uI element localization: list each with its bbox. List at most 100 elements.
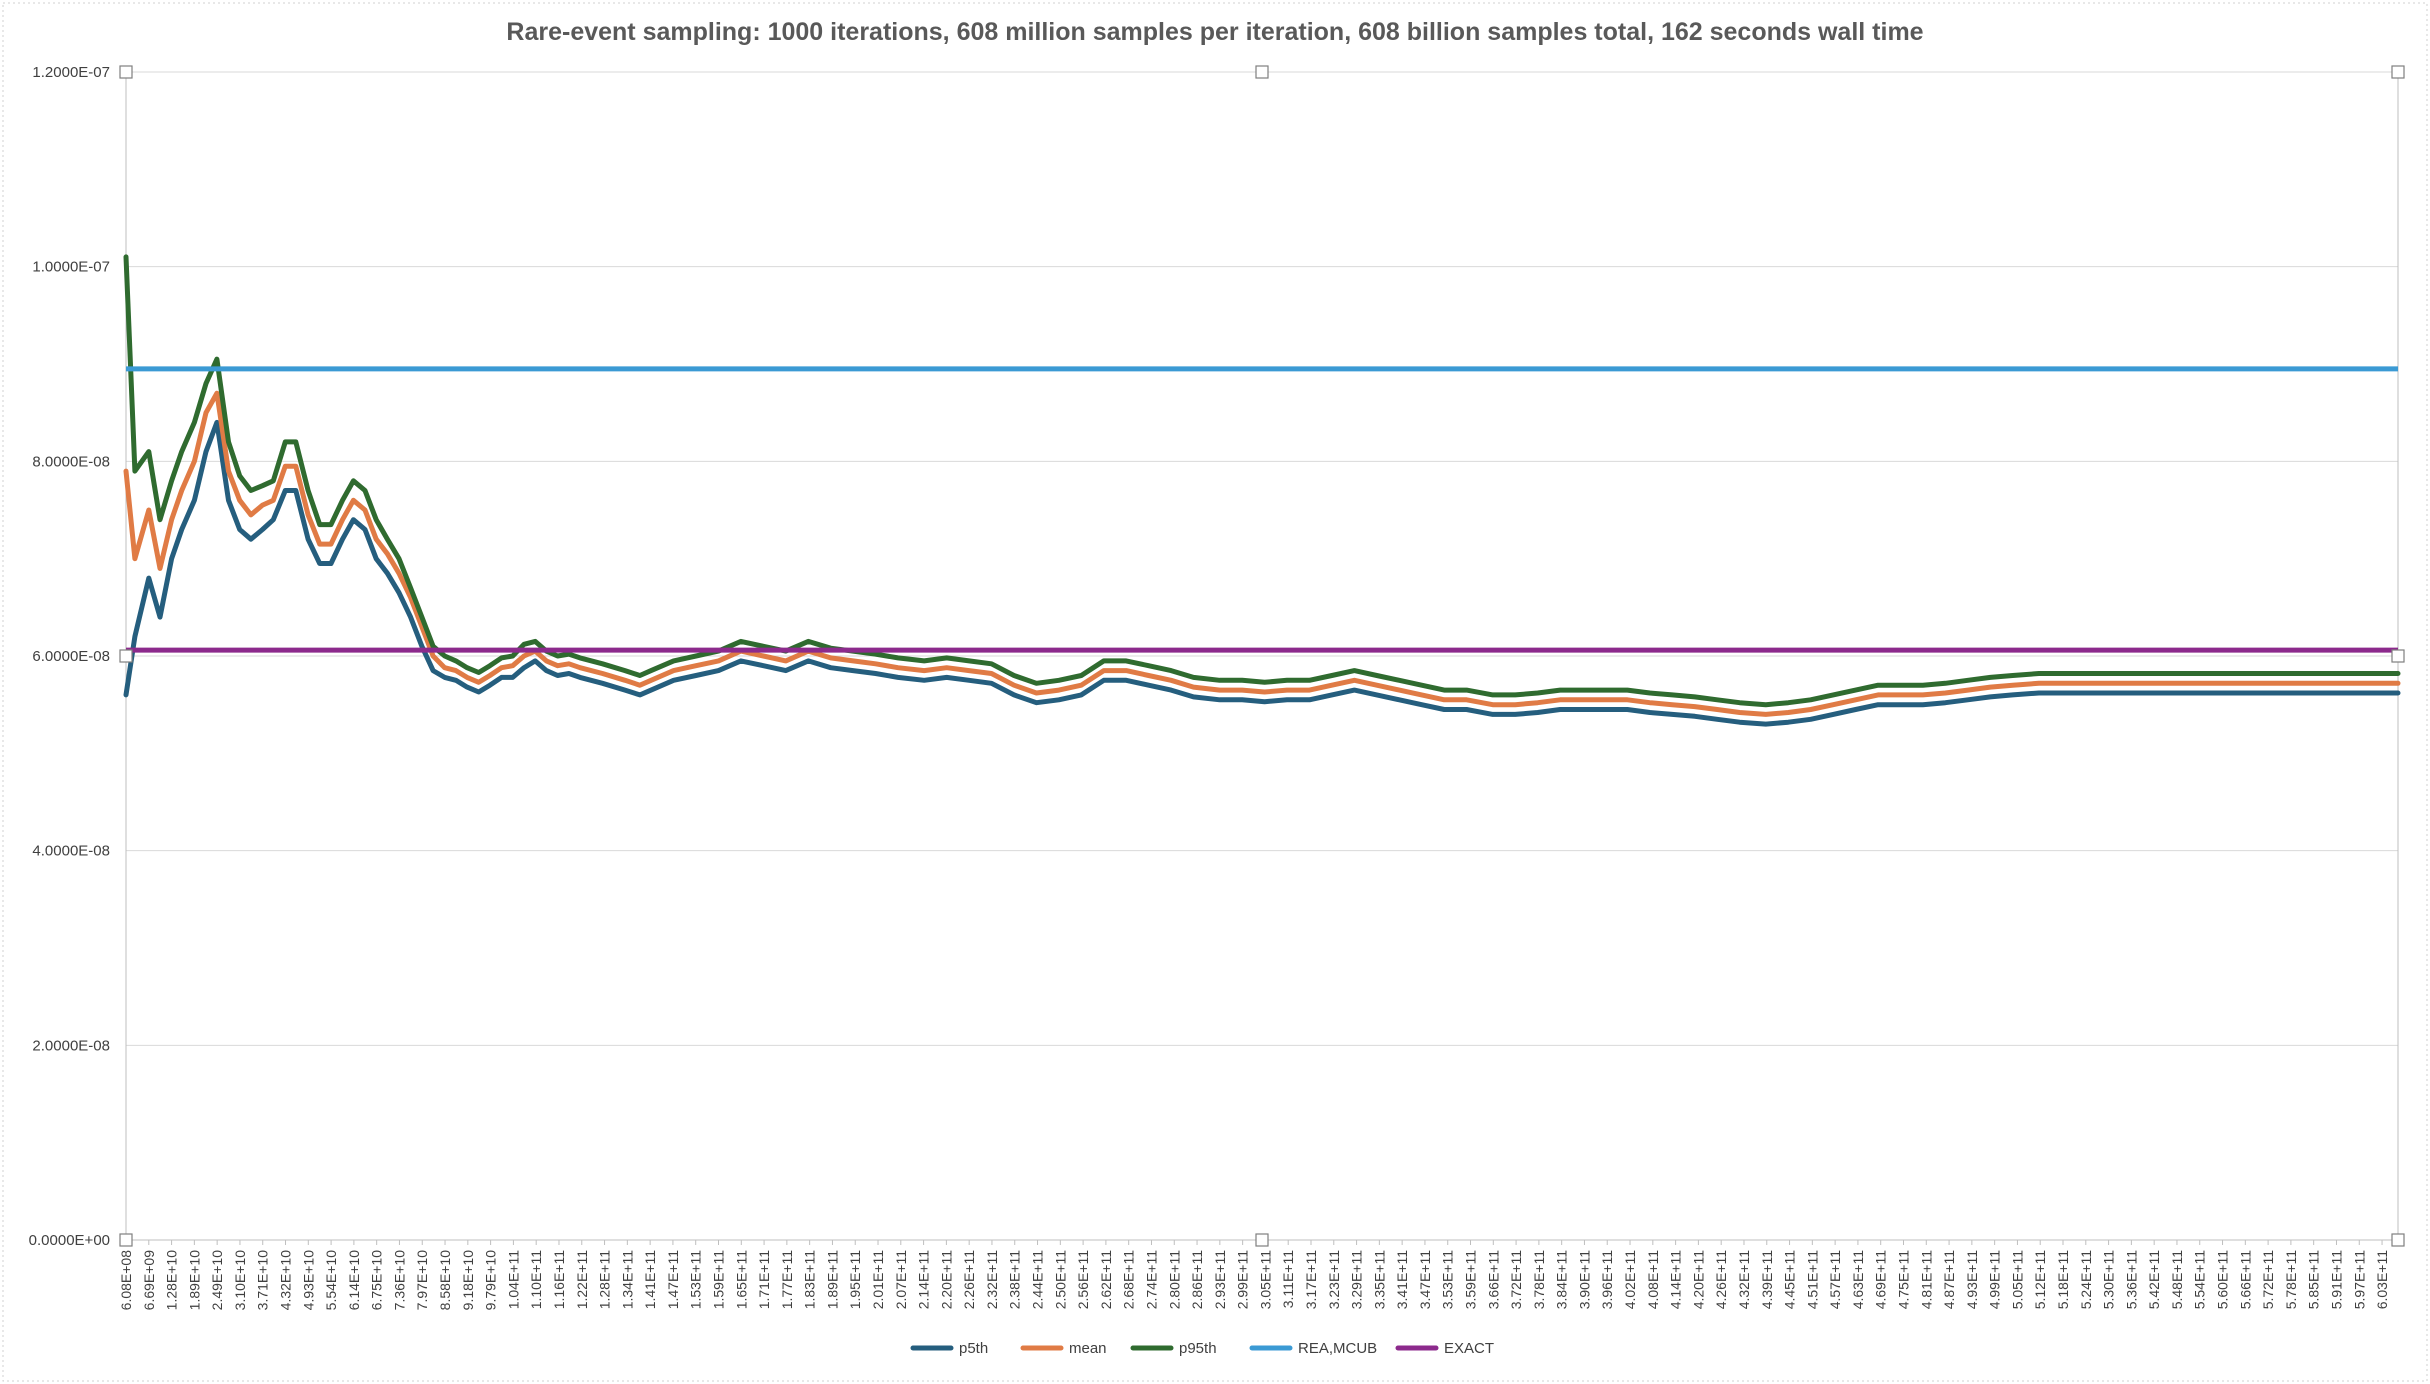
x-tick-label: 5.54E+10 bbox=[323, 1250, 339, 1311]
x-tick-label: 4.93E+10 bbox=[300, 1250, 316, 1311]
x-tick-label: 1.34E+11 bbox=[619, 1250, 635, 1310]
resize-handle[interactable] bbox=[119, 65, 133, 79]
x-tick-label: 9.18E+10 bbox=[460, 1250, 476, 1311]
x-tick-label: 1.16E+11 bbox=[551, 1250, 567, 1310]
x-tick-label: 5.48E+11 bbox=[2169, 1250, 2185, 1310]
resize-handle[interactable] bbox=[2391, 1233, 2405, 1247]
x-tick-label: 1.83E+11 bbox=[802, 1250, 818, 1310]
x-tick-label: 5.05E+11 bbox=[2009, 1250, 2025, 1310]
x-tick-label: 2.86E+11 bbox=[1189, 1250, 1205, 1310]
x-tick-label: 1.22E+11 bbox=[574, 1250, 590, 1310]
x-tick-label: 1.41E+11 bbox=[642, 1250, 658, 1310]
x-tick-label: 3.05E+11 bbox=[1257, 1250, 1273, 1310]
legend-label: mean bbox=[1069, 1340, 1107, 1357]
y-tick-label: 4.0000E-08 bbox=[32, 843, 110, 860]
x-tick-label: 6.08E+08 bbox=[118, 1250, 134, 1311]
x-tick-label: 2.74E+11 bbox=[1143, 1250, 1159, 1310]
x-tick-label: 4.75E+11 bbox=[1895, 1250, 1911, 1310]
x-tick-label: 1.53E+11 bbox=[688, 1250, 704, 1310]
x-tick-label: 4.57E+11 bbox=[1827, 1250, 1843, 1310]
x-tick-label: 2.44E+11 bbox=[1030, 1250, 1046, 1310]
x-tick-label: 1.28E+11 bbox=[597, 1250, 613, 1310]
x-tick-label: 3.96E+11 bbox=[1599, 1250, 1615, 1310]
x-tick-label: 1.04E+11 bbox=[505, 1250, 521, 1310]
x-tick-label: 3.29E+11 bbox=[1349, 1250, 1365, 1310]
y-tick-label: 0.0000E+00 bbox=[29, 1232, 110, 1249]
y-axis-tick-labels: 0.0000E+00 2.0000E-08 4.0000E-08 6.0000E-08… bbox=[29, 64, 110, 1249]
x-tick-label: 3.11E+11 bbox=[1280, 1250, 1296, 1308]
x-tick-label: 1.71E+11 bbox=[756, 1250, 772, 1310]
x-tick-label: 4.20E+11 bbox=[1690, 1250, 1706, 1310]
x-tick-label: 3.59E+11 bbox=[1463, 1250, 1479, 1310]
plot-area-resize-handles[interactable] bbox=[119, 65, 2405, 1247]
x-tick-label: 3.90E+11 bbox=[1576, 1250, 1592, 1310]
x-tick-label: 5.24E+11 bbox=[2078, 1250, 2094, 1310]
x-tick-label: 4.99E+11 bbox=[1987, 1250, 2003, 1310]
x-tick-label: 3.10E+10 bbox=[232, 1250, 248, 1311]
x-tick-label: 1.10E+11 bbox=[528, 1250, 544, 1310]
x-tick-label: 3.71E+10 bbox=[255, 1250, 271, 1311]
x-tick-label: 4.87E+11 bbox=[1941, 1250, 1957, 1310]
series-lines bbox=[123, 254, 2401, 727]
x-tick-label: 4.69E+11 bbox=[1873, 1250, 1889, 1310]
x-tick-label: 6.69E+09 bbox=[141, 1250, 157, 1311]
resize-handle[interactable] bbox=[1255, 65, 1269, 79]
resize-handle[interactable] bbox=[2391, 65, 2405, 79]
x-tick-label: 6.03E+11 bbox=[2374, 1250, 2390, 1310]
x-tick-label: 2.62E+11 bbox=[1098, 1250, 1114, 1310]
x-tick-label: 1.28E+10 bbox=[164, 1250, 180, 1311]
x-tick-label: 8.58E+10 bbox=[437, 1250, 453, 1311]
x-tick-label: 2.99E+11 bbox=[1235, 1250, 1251, 1310]
x-axis-tick-labels: 6.08E+08 6.69E+09 1.28E+10 1.89E+10 2.49E+10… bbox=[118, 1240, 2390, 1310]
x-tick-label: 3.84E+11 bbox=[1554, 1250, 1570, 1310]
y-tick-label: 1.0000E-07 bbox=[32, 259, 110, 276]
x-tick-label: 2.01E+11 bbox=[870, 1250, 886, 1310]
x-tick-label: 5.66E+11 bbox=[2237, 1250, 2253, 1310]
resize-handle[interactable] bbox=[119, 1233, 133, 1247]
x-tick-label: 3.17E+11 bbox=[1303, 1250, 1319, 1310]
resize-handle[interactable] bbox=[119, 649, 133, 663]
x-tick-label: 5.36E+11 bbox=[2123, 1250, 2139, 1310]
x-tick-label: 6.14E+10 bbox=[346, 1250, 362, 1311]
x-tick-label: 4.51E+11 bbox=[1804, 1250, 1820, 1310]
x-tick-label: 4.81E+11 bbox=[1918, 1250, 1934, 1310]
x-tick-label: 2.56E+11 bbox=[1075, 1250, 1091, 1310]
x-tick-label: 5.18E+11 bbox=[2055, 1250, 2071, 1310]
legend-label: EXACT bbox=[1444, 1340, 1494, 1357]
x-tick-label: 4.93E+11 bbox=[1964, 1250, 1980, 1310]
x-tick-label: 5.85E+11 bbox=[2306, 1250, 2322, 1310]
y-tick-label: 2.0000E-08 bbox=[32, 1037, 110, 1054]
x-tick-label: 2.93E+11 bbox=[1212, 1250, 1228, 1310]
x-tick-label: 3.47E+11 bbox=[1417, 1250, 1433, 1310]
legend-label: p5th bbox=[959, 1340, 988, 1357]
x-tick-label: 4.39E+11 bbox=[1759, 1250, 1775, 1310]
x-tick-label: 2.20E+11 bbox=[938, 1250, 954, 1310]
resize-handle[interactable] bbox=[1255, 1233, 1269, 1247]
x-tick-label: 3.53E+11 bbox=[1440, 1250, 1456, 1310]
x-tick-label: 3.72E+11 bbox=[1508, 1250, 1524, 1310]
x-tick-label: 3.35E+11 bbox=[1371, 1250, 1387, 1310]
x-tick-label: 3.78E+11 bbox=[1531, 1250, 1547, 1310]
x-tick-label: 2.50E+11 bbox=[1052, 1250, 1068, 1310]
x-tick-label: 2.68E+11 bbox=[1121, 1250, 1137, 1310]
x-tick-label: 5.91E+11 bbox=[2328, 1250, 2344, 1310]
x-tick-label: 2.14E+11 bbox=[916, 1250, 932, 1310]
x-tick-label: 1.89E+11 bbox=[824, 1250, 840, 1310]
x-tick-label: 1.65E+11 bbox=[733, 1250, 749, 1310]
x-tick-label: 5.78E+11 bbox=[2283, 1250, 2299, 1310]
x-tick-label: 5.60E+11 bbox=[2215, 1250, 2231, 1310]
x-tick-label: 5.54E+11 bbox=[2192, 1250, 2208, 1310]
x-tick-label: 3.23E+11 bbox=[1326, 1250, 1342, 1310]
resize-handle[interactable] bbox=[2391, 649, 2405, 663]
x-tick-label: 9.79E+10 bbox=[483, 1250, 499, 1311]
x-tick-label: 2.38E+11 bbox=[1007, 1250, 1023, 1310]
x-tick-label: 4.14E+11 bbox=[1668, 1250, 1684, 1310]
x-tick-label: 7.36E+10 bbox=[391, 1250, 407, 1311]
x-tick-label: 2.80E+11 bbox=[1166, 1250, 1182, 1310]
x-tick-label: 4.08E+11 bbox=[1645, 1250, 1661, 1310]
x-tick-label: 4.26E+11 bbox=[1713, 1250, 1729, 1310]
x-tick-label: 1.89E+10 bbox=[186, 1250, 202, 1311]
y-tick-label: 1.2000E-07 bbox=[32, 64, 110, 81]
x-tick-label: 1.77E+11 bbox=[779, 1250, 795, 1310]
